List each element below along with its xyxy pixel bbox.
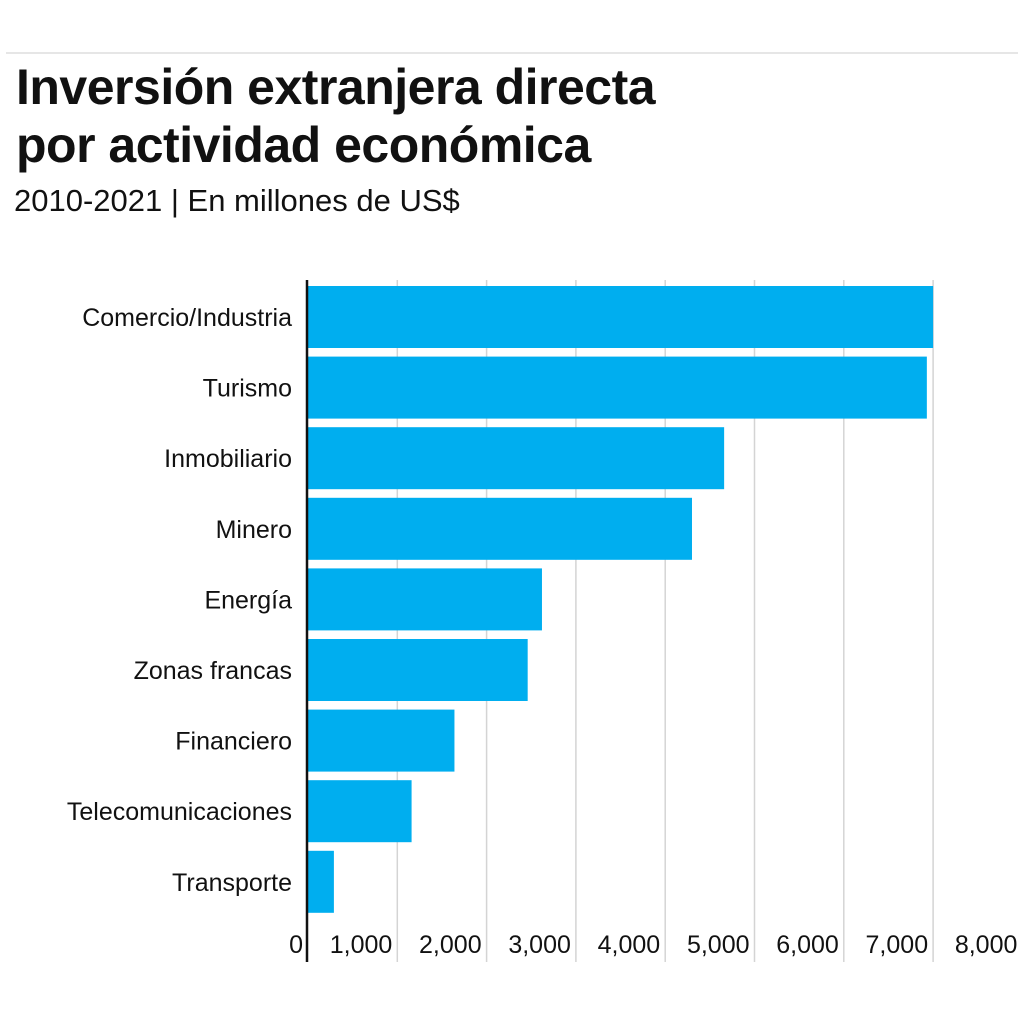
category-label: Telecomunicaciones (67, 798, 292, 826)
bar (308, 497, 692, 560)
tick-label: 5,000 (687, 931, 750, 959)
bar (308, 286, 934, 348)
category-label: Comercio/Industria (82, 304, 292, 332)
category-label: Transporte (172, 869, 292, 897)
chart-subtitle: 2010-2021 | En millones de US$ (14, 183, 460, 218)
tick-label: 0 (289, 931, 303, 959)
tick-label: 6,000 (776, 931, 839, 959)
bar (308, 780, 412, 843)
title-line-1: Inversión extranjera directa (16, 59, 656, 115)
bar (308, 427, 725, 490)
tick-label: 1,000 (330, 931, 393, 959)
chart-title: Inversión extranjera directa por activid… (16, 58, 656, 174)
category-label: Energía (204, 586, 292, 614)
tick-label: 3,000 (508, 931, 571, 959)
tick-label: 4,000 (598, 931, 661, 959)
tick-label: 8,000 (955, 931, 1018, 959)
category-label: Inmobiliario (164, 445, 292, 473)
tick-label: 7,000 (866, 931, 929, 959)
bar (308, 568, 542, 631)
tick-label: 2,000 (419, 931, 482, 959)
bar (308, 356, 927, 419)
bar (308, 639, 528, 701)
title-line-2: por actividad económica (16, 117, 591, 173)
bar (308, 850, 334, 913)
category-label: Zonas francas (134, 657, 292, 685)
bar (308, 709, 455, 772)
category-label: Financiero (175, 728, 292, 756)
top-divider (6, 52, 1018, 54)
category-label: Minero (216, 516, 292, 544)
category-label: Turismo (203, 375, 292, 403)
